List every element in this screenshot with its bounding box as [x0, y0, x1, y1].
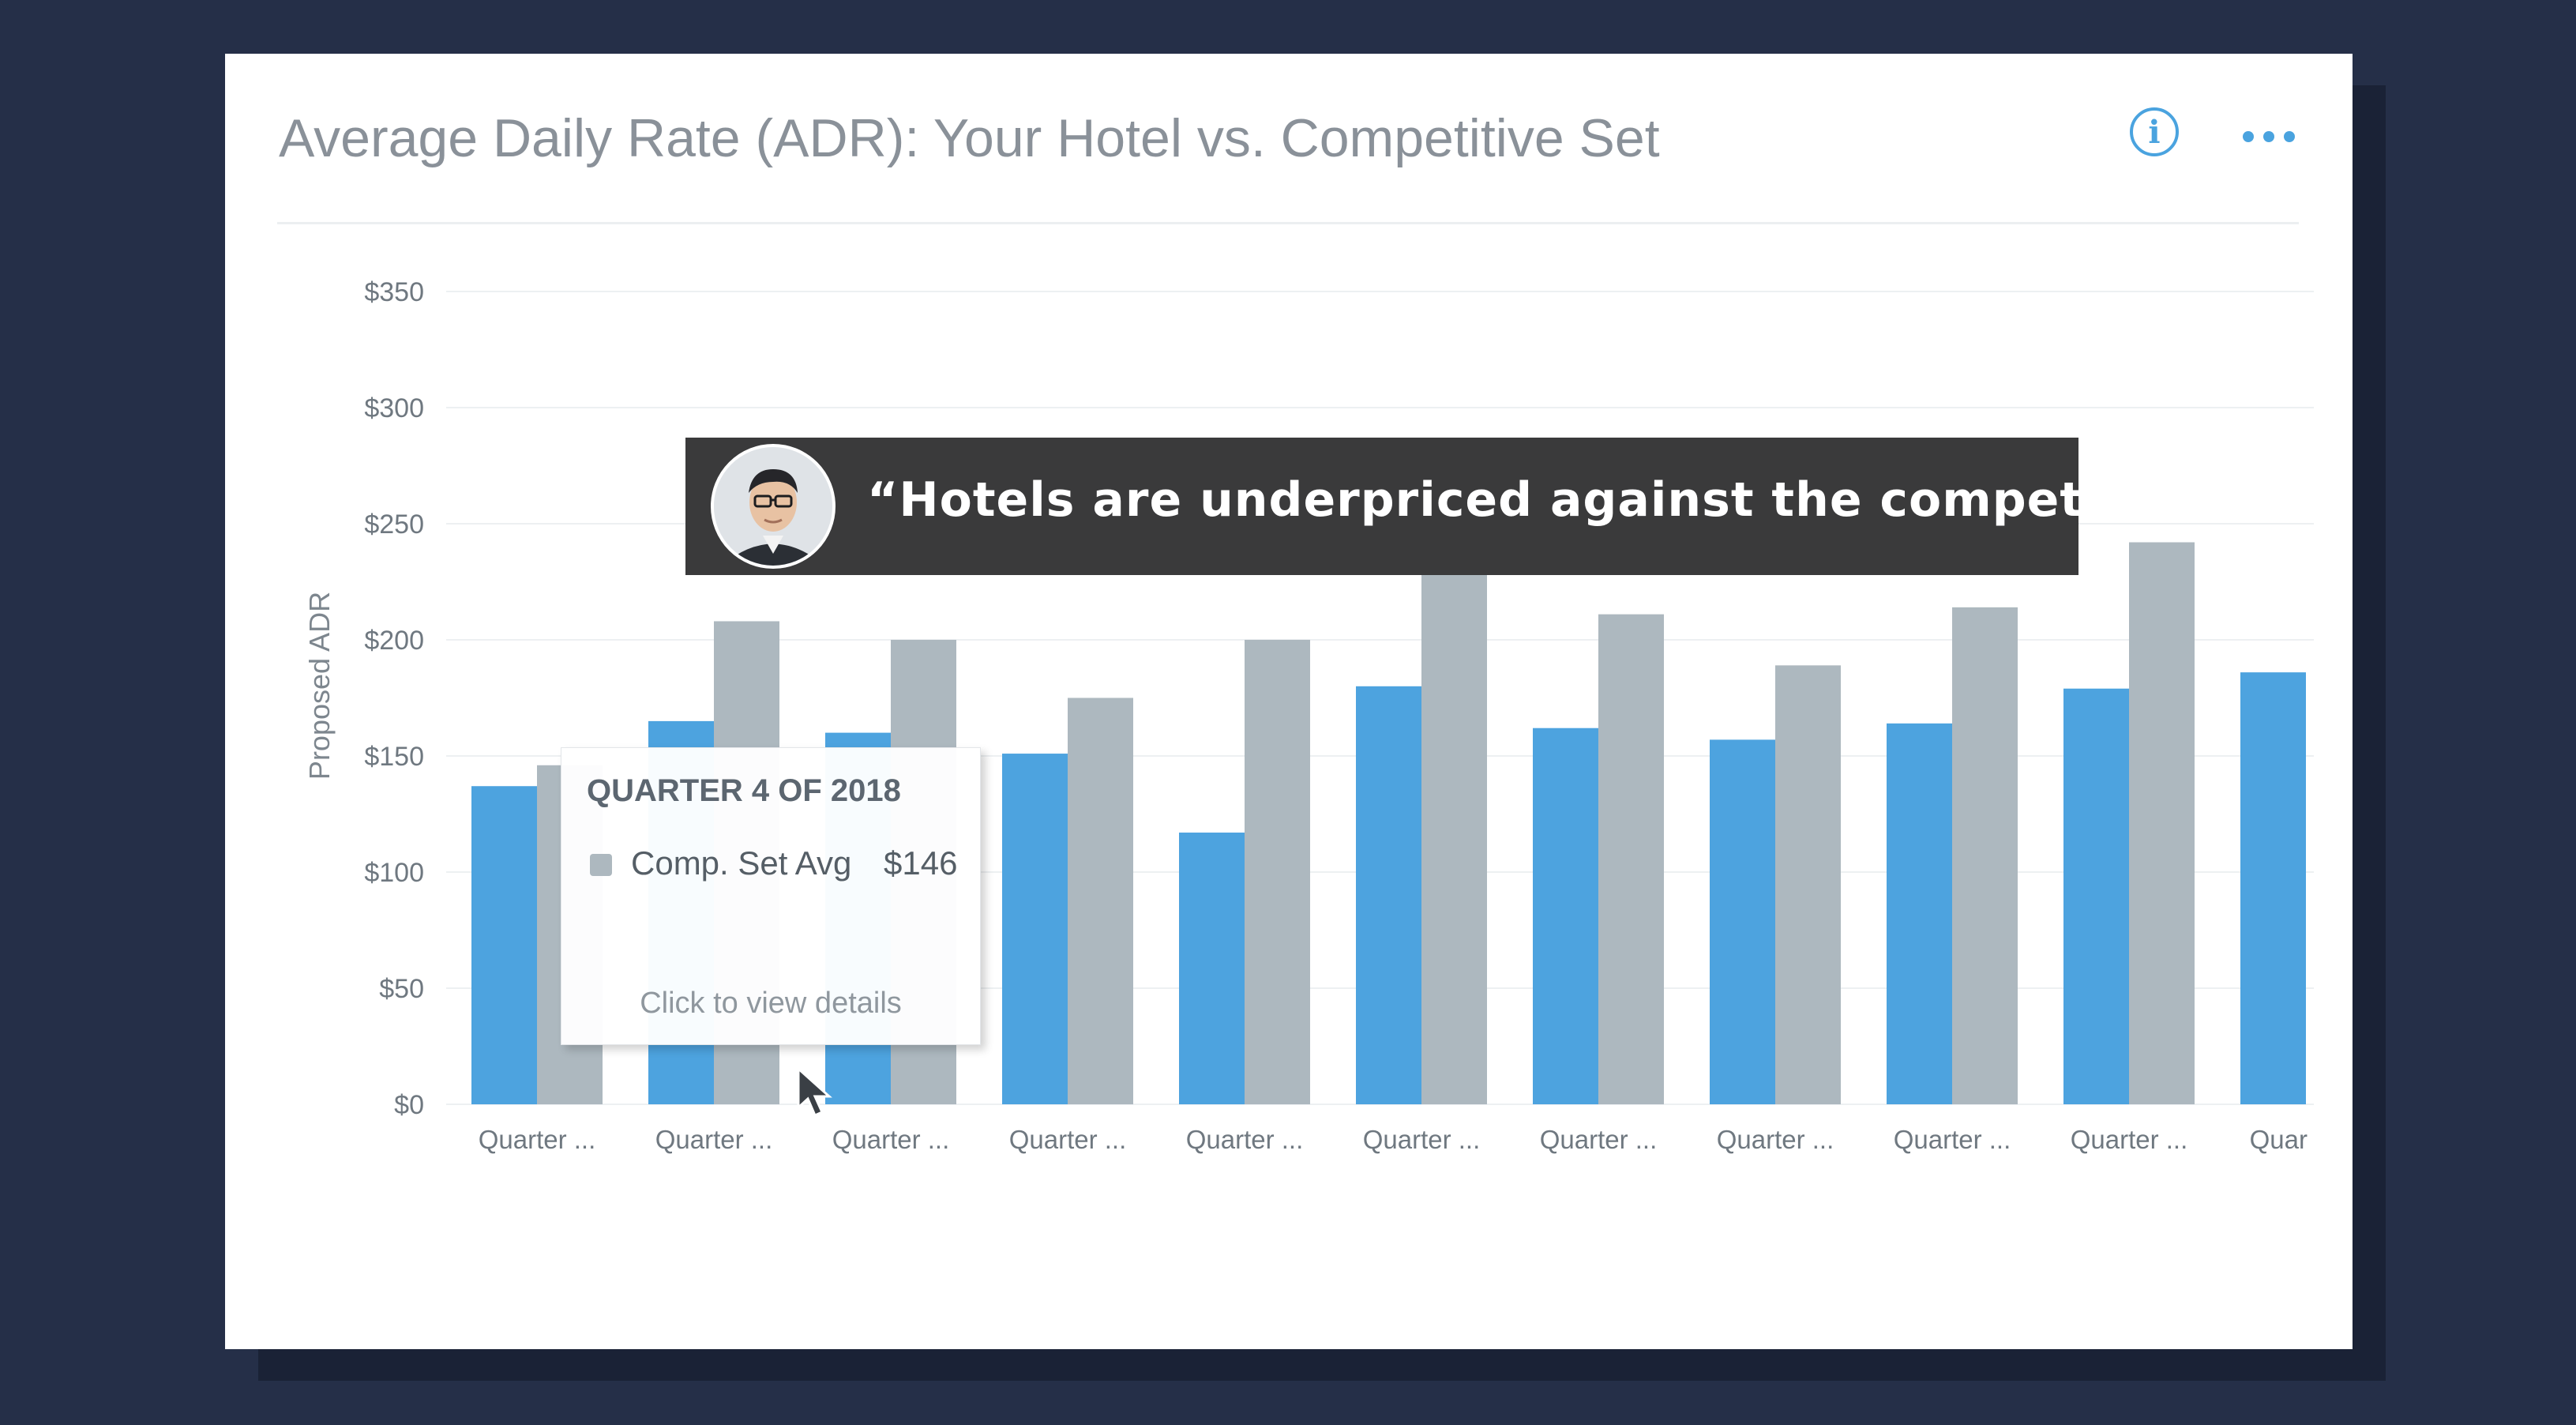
tooltip-title: QUARTER 4 OF 2018 — [587, 773, 901, 809]
x-tick-label: Quarter ... — [479, 1125, 596, 1154]
bar-your-hotel[interactable] — [1710, 739, 1775, 1104]
quote-caption-banner: “Hotels are underpriced against the comp… — [685, 438, 2078, 575]
y-tick-label: $350 — [364, 277, 424, 307]
adr-bar-chart: $0 $50 $100 $150 $200 $250 $300 $350 Quarter ..… — [225, 54, 2353, 1349]
x-tick-label: Quarter ... — [1540, 1125, 1658, 1154]
x-tick-label: Quarter ... — [1186, 1125, 1304, 1154]
bar-comp-set[interactable] — [1775, 665, 1841, 1104]
mouse-cursor-icon — [796, 1066, 836, 1120]
tooltip-value: $146 — [884, 844, 957, 882]
y-tick-label: $0 — [394, 1090, 424, 1120]
x-tick-label: Quarter ... — [832, 1125, 950, 1154]
bar-your-hotel[interactable] — [1179, 833, 1245, 1104]
x-tick-label: Quarter ... — [1894, 1125, 2011, 1154]
y-tick-label: $100 — [364, 858, 424, 888]
x-tick-label: Quarter ... — [1363, 1125, 1481, 1154]
bar-your-hotel[interactable] — [2063, 689, 2129, 1104]
bar-your-hotel[interactable] — [1887, 724, 1952, 1104]
y-axis-label: Proposed ADR — [303, 592, 336, 780]
bar-comp-set[interactable] — [1068, 698, 1133, 1105]
bar-your-hotel[interactable] — [1002, 754, 1068, 1104]
bar-your-hotel[interactable] — [2240, 672, 2306, 1104]
bar-your-hotel[interactable] — [1533, 728, 1598, 1104]
bar-comp-set[interactable] — [1245, 640, 1310, 1104]
tooltip-series-swatch — [590, 854, 612, 876]
y-tick-label: $50 — [379, 974, 424, 1004]
bar-tooltip[interactable]: QUARTER 4 OF 2018 Comp. Set Avg $146 Cli… — [561, 747, 981, 1045]
bar-your-hotel[interactable] — [471, 786, 537, 1104]
x-axis-ticks: Quarter ... Quarter ... Quarter ... Quarter… — [479, 1125, 2308, 1154]
x-tick-label: Quarter ... — [1717, 1125, 1834, 1154]
chart-card: Average Daily Rate (ADR): Your Hotel vs.… — [225, 54, 2353, 1349]
x-tick-label: Quar — [2250, 1125, 2308, 1154]
y-tick-label: $300 — [364, 393, 424, 423]
person-avatar — [711, 444, 836, 569]
x-tick-label: Quarter ... — [1009, 1125, 1127, 1154]
quote-text: “Hotels are underpriced against the comp… — [867, 472, 2240, 528]
bar-comp-set[interactable] — [2129, 543, 2195, 1104]
tooltip-details-link[interactable]: Click to view details — [561, 987, 980, 1021]
y-tick-label: $200 — [364, 626, 424, 656]
y-axis-ticks: $0 $50 $100 $150 $200 $250 $300 $350 — [364, 277, 424, 1120]
y-tick-label: $250 — [364, 509, 424, 540]
bar-comp-set[interactable] — [1952, 607, 2018, 1104]
x-tick-label: Quarter ... — [2071, 1125, 2188, 1154]
y-tick-label: $150 — [364, 742, 424, 772]
x-tick-label: Quarter ... — [655, 1125, 773, 1154]
tooltip-series-label: Comp. Set Avg — [631, 844, 851, 882]
bar-your-hotel[interactable] — [1356, 686, 1421, 1104]
bar-comp-set[interactable] — [1421, 575, 1487, 1104]
bar-comp-set[interactable] — [1598, 615, 1664, 1104]
